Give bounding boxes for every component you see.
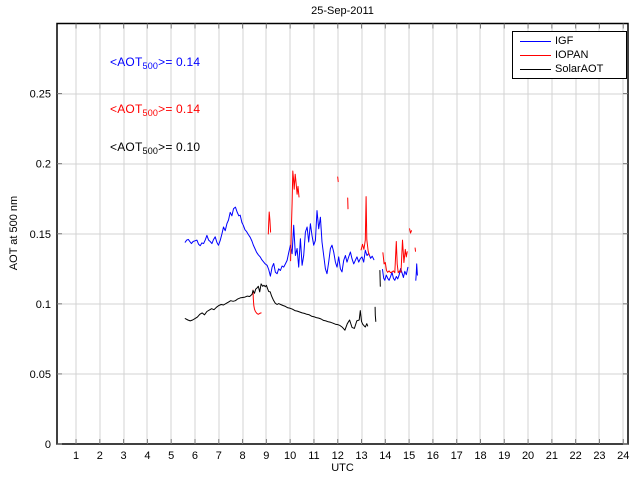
annotation-subscript: 500	[142, 146, 159, 156]
annotation-text: >= 0.10	[158, 140, 201, 154]
legend-entry-solaraot: SolarAOT	[513, 62, 626, 76]
legend-box: IGF IOPAN SolarAOT	[512, 31, 627, 79]
series-line-igf	[382, 266, 409, 281]
legend-entry-iopan: IOPAN	[513, 48, 626, 62]
x-tick-label: 12	[332, 450, 344, 462]
series-line-igf	[415, 263, 418, 281]
x-tick-label: 14	[379, 450, 391, 462]
x-axis-label: UTC	[331, 462, 354, 474]
y-tick-label: 0.15	[30, 229, 51, 241]
annotation-text: >= 0.14	[158, 55, 201, 69]
x-tick-label: 20	[522, 450, 534, 462]
x-tick-label: 22	[570, 450, 582, 462]
mean-aot-annotation-solaraot: <AOT500>= 0.10	[110, 140, 200, 156]
annotation-text: >= 0.14	[158, 102, 201, 116]
x-tick-label: 11	[308, 450, 319, 462]
mean-aot-annotation-iopan: <AOT500>= 0.14	[110, 102, 200, 118]
annotation-subscript: 500	[142, 108, 159, 118]
annotation-text: <AOT	[110, 102, 143, 116]
x-tick-label: 13	[355, 450, 367, 462]
legend-line-sample-solaraot	[520, 68, 551, 70]
y-tick-label: 0	[45, 439, 51, 451]
x-tick-label: 15	[403, 450, 415, 462]
series-line-iopan	[267, 211, 272, 235]
x-tick-label: 19	[498, 450, 510, 462]
x-tick-label: 21	[546, 450, 558, 462]
series-line-iopan	[337, 176, 339, 183]
x-tick-label: 8	[240, 450, 246, 462]
x-tick-label: 7	[216, 450, 222, 462]
legend-label: IOPAN	[555, 49, 589, 61]
x-tick-label: 17	[451, 450, 463, 462]
series-line-iopan	[409, 228, 412, 234]
annotation-text: <AOT	[110, 140, 143, 154]
legend-label: IGF	[555, 35, 574, 47]
x-tick-label: 24	[617, 450, 629, 462]
x-tick-label: 6	[192, 450, 198, 462]
series-line-solaraot	[184, 283, 369, 331]
x-tick-label: 1	[73, 450, 79, 462]
mean-aot-annotation-igf: <AOT500>= 0.14	[110, 55, 200, 71]
x-tick-label: 5	[168, 450, 174, 462]
x-tick-label: 9	[263, 450, 269, 462]
legend-label: SolarAOT	[555, 63, 604, 75]
x-tick-label: 2	[97, 450, 103, 462]
legend-entry-igf: IGF	[513, 34, 626, 48]
legend-line-sample-igf	[520, 40, 551, 42]
x-tick-label: 23	[593, 450, 605, 462]
series-line-iopan	[290, 170, 300, 262]
annotation-text: <AOT	[110, 55, 143, 69]
x-tick-label: 4	[144, 450, 150, 462]
x-tick-label: 18	[474, 450, 486, 462]
series-line-igf	[184, 206, 375, 277]
series-line-iopan	[382, 239, 408, 274]
y-tick-label: 0.2	[36, 159, 51, 171]
y-tick-label: 0.05	[30, 369, 51, 381]
legend-line-sample-iopan	[520, 54, 551, 56]
series-line-solaraot	[374, 306, 377, 322]
chart-title: 25-Sep-2011	[311, 5, 374, 17]
series-line-iopan	[252, 289, 262, 315]
y-tick-label: 0.25	[30, 89, 51, 101]
x-tick-label: 10	[284, 450, 296, 462]
y-tick-label: 0.1	[36, 299, 51, 311]
series-line-iopan	[360, 196, 370, 256]
x-tick-label: 16	[427, 450, 439, 462]
y-axis-label: AOT at 500 nm	[8, 195, 20, 271]
x-tick-label: 3	[121, 450, 127, 462]
annotation-subscript: 500	[142, 61, 159, 71]
